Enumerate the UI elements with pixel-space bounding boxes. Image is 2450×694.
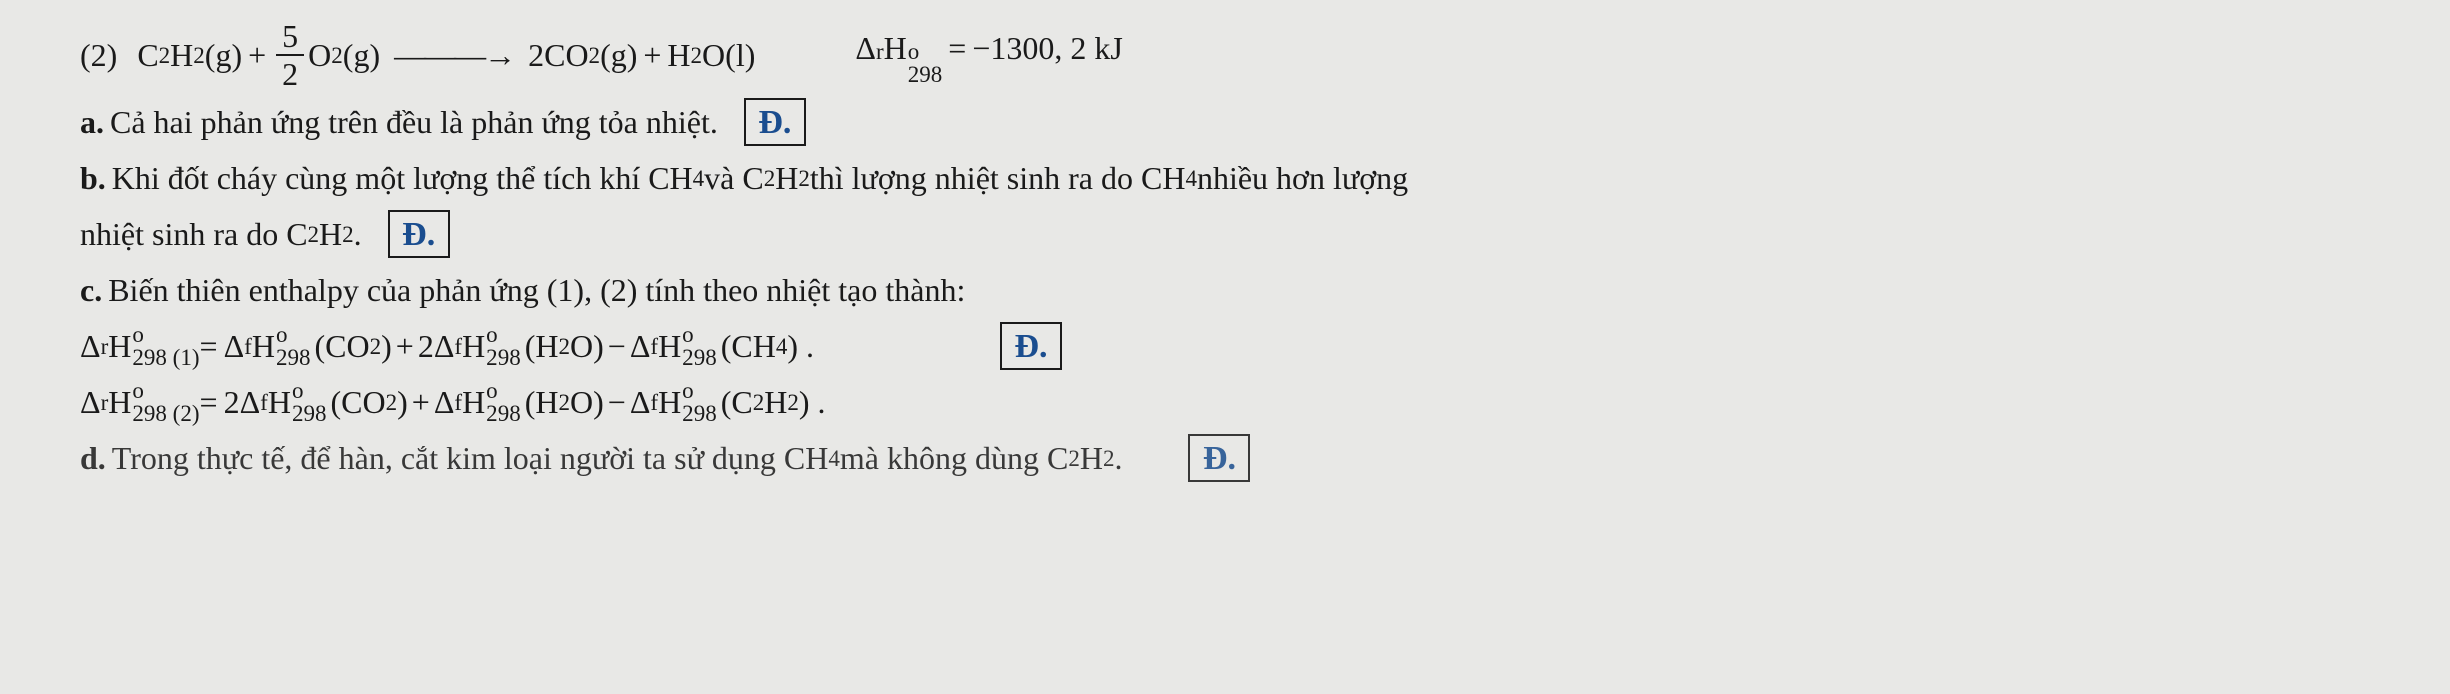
item-a-line: a. Cả hai phản ứng trên đều là phản ứng … bbox=[30, 98, 2420, 146]
enthalpy-eq-1: ΔrHo298 (1) = ΔfHo298 (CO2) + 2ΔfHo298 (… bbox=[30, 322, 2420, 370]
eq2-c: C bbox=[137, 31, 158, 79]
answer-box-a: Đ. bbox=[744, 98, 806, 146]
eq2-label: (2) bbox=[80, 31, 117, 79]
label-b: b. bbox=[80, 154, 106, 202]
label-c: c. bbox=[80, 266, 102, 314]
answer-box-d: Đ. bbox=[1188, 434, 1250, 482]
item-b-line2: nhiệt sinh ra do C2H2. Đ. bbox=[30, 210, 2420, 258]
item-c-line: c. Biến thiên enthalpy của phản ứng (1),… bbox=[30, 266, 2420, 314]
reaction-arrow: ———→ bbox=[394, 31, 514, 79]
item-a-text: Cả hai phản ứng trên đều là phản ứng tỏa… bbox=[110, 98, 718, 146]
item-d-line: d. Trong thực tế, để hàn, cắt kim loại n… bbox=[30, 434, 2420, 482]
answer-box-c: Đ. bbox=[1000, 322, 1062, 370]
answer-box-b: Đ. bbox=[388, 210, 450, 258]
item-c-text: Biến thiên enthalpy của phản ứng (1), (2… bbox=[108, 266, 965, 314]
label-d: d. bbox=[80, 434, 106, 482]
item-b-line1: b. Khi đốt cháy cùng một lượng thể tích … bbox=[30, 154, 2420, 202]
label-a: a. bbox=[80, 98, 104, 146]
enthalpy-eq-2: ΔrHo298 (2) = 2ΔfHo298 (CO2) + ΔfHo298 (… bbox=[30, 378, 2420, 426]
fraction-5-2: 5 2 bbox=[276, 20, 304, 90]
equation-2-line: (2) C2H2(g) + 5 2 O2(g) ———→ 2CO2(g) + H… bbox=[30, 20, 2420, 90]
delta-h-expression: ΔrHo298 = − 1300, 2 kJ bbox=[855, 24, 1122, 86]
